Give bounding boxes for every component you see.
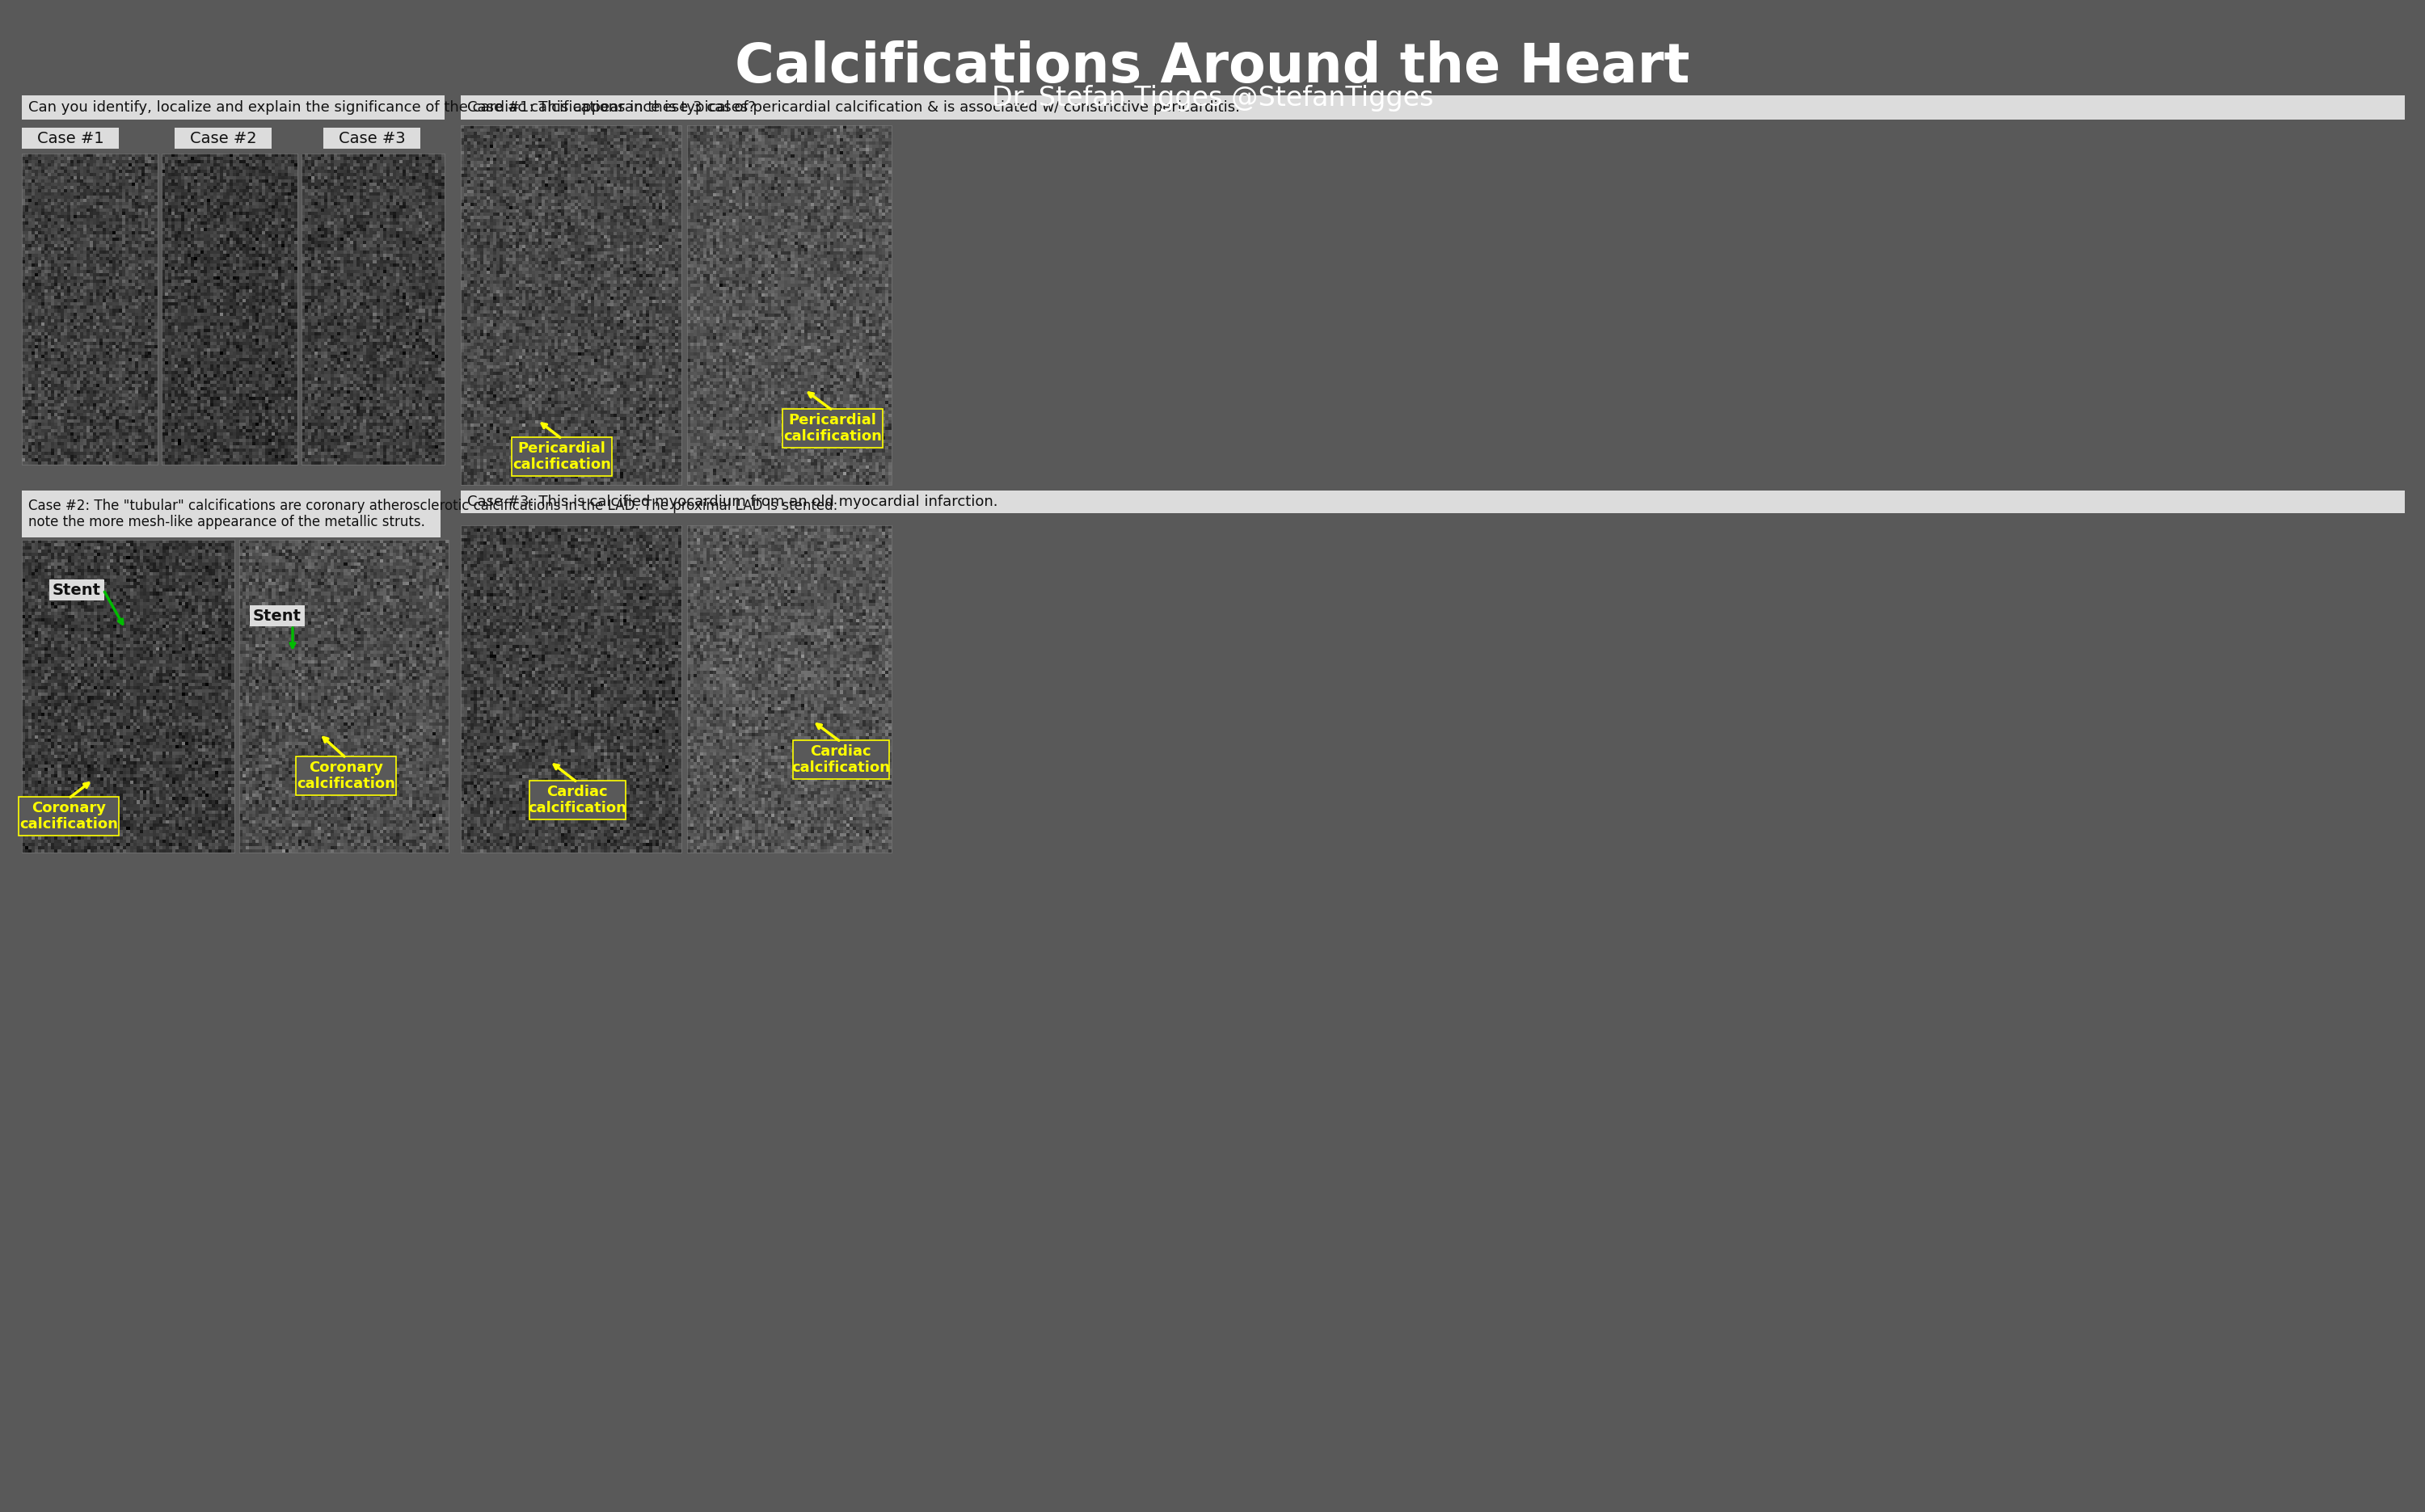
FancyBboxPatch shape bbox=[783, 408, 883, 448]
Bar bbox=[240, 540, 449, 853]
Bar bbox=[686, 525, 892, 853]
Text: Cardiac
calcification: Cardiac calcification bbox=[791, 744, 890, 776]
Text: Calcifications Around the Heart: Calcifications Around the Heart bbox=[735, 41, 1690, 94]
Text: Case #2: Case #2 bbox=[189, 130, 257, 145]
FancyBboxPatch shape bbox=[175, 127, 272, 148]
Bar bbox=[461, 525, 681, 853]
Bar bbox=[686, 125, 892, 485]
Text: Pericardial
calcification: Pericardial calcification bbox=[783, 413, 883, 445]
FancyBboxPatch shape bbox=[250, 605, 306, 626]
Text: Case #1: Case #1 bbox=[36, 130, 104, 145]
Bar bbox=[301, 154, 444, 464]
Text: Case #3: Case #3 bbox=[340, 130, 405, 145]
FancyBboxPatch shape bbox=[22, 127, 119, 148]
Text: Pericardial
calcification: Pericardial calcification bbox=[512, 442, 611, 472]
Text: Stent: Stent bbox=[53, 582, 102, 597]
Text: Coronary
calcification: Coronary calcification bbox=[296, 761, 395, 791]
FancyBboxPatch shape bbox=[19, 797, 119, 836]
FancyBboxPatch shape bbox=[296, 756, 395, 795]
Bar bbox=[461, 125, 681, 485]
FancyBboxPatch shape bbox=[461, 95, 2406, 119]
FancyBboxPatch shape bbox=[461, 490, 2406, 513]
FancyBboxPatch shape bbox=[48, 579, 104, 600]
Text: Stent: Stent bbox=[252, 608, 301, 623]
FancyBboxPatch shape bbox=[529, 780, 626, 820]
Text: Case #2: The "tubular" calcifications are coronary atherosclerotic calcification: Case #2: The "tubular" calcifications ar… bbox=[29, 499, 837, 529]
Bar bbox=[22, 154, 158, 464]
FancyBboxPatch shape bbox=[512, 437, 611, 476]
Text: Dr. Stefan Tigges @StefanTigges: Dr. Stefan Tigges @StefanTigges bbox=[992, 85, 1433, 112]
Text: Case #1: This appearance is typical of pericardial calcification & is associated: Case #1: This appearance is typical of p… bbox=[468, 100, 1239, 115]
Text: Case #3: This is calcified myocardium from an old myocardial infarction.: Case #3: This is calcified myocardium fr… bbox=[468, 494, 999, 510]
Text: Can you identify, localize and explain the significance of the cardiac calcifica: Can you identify, localize and explain t… bbox=[29, 100, 757, 115]
Text: Cardiac
calcification: Cardiac calcification bbox=[529, 785, 626, 815]
FancyBboxPatch shape bbox=[793, 741, 888, 779]
Bar bbox=[22, 540, 235, 853]
FancyBboxPatch shape bbox=[22, 490, 441, 537]
FancyBboxPatch shape bbox=[323, 127, 420, 148]
FancyBboxPatch shape bbox=[22, 95, 444, 119]
Bar bbox=[162, 154, 298, 464]
Text: Coronary
calcification: Coronary calcification bbox=[19, 800, 119, 832]
